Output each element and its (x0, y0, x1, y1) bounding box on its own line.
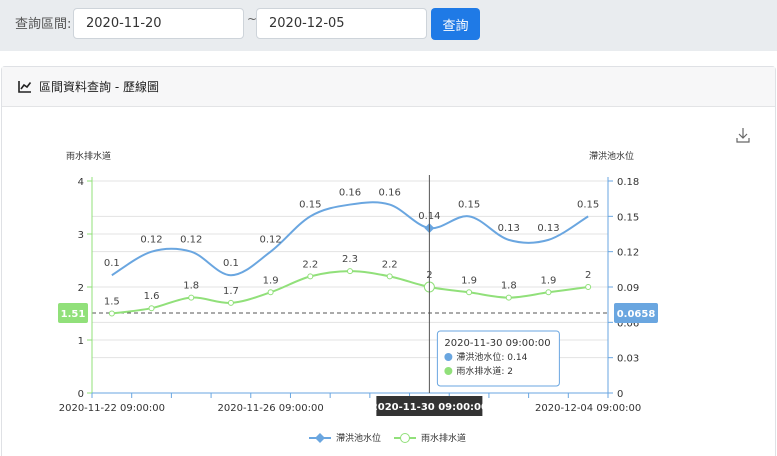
data-point (188, 294, 195, 301)
data-label: 1.9 (541, 275, 557, 286)
data-label: 0.13 (498, 223, 520, 234)
right-tick-label: 0 (617, 389, 623, 400)
axis-pointer-label: 2020-11-30 09:00:00 (371, 402, 488, 413)
legend-marker (315, 433, 325, 443)
data-label: 1.7 (223, 286, 239, 297)
data-label: 0.15 (577, 199, 599, 210)
left-tick-label: 0 (78, 389, 84, 400)
data-label: 0.12 (180, 235, 202, 246)
x-tick-label: 2020-11-26 09:00:00 (218, 403, 324, 414)
data-label: 1.6 (144, 291, 160, 302)
query-button[interactable]: 查詢 (431, 8, 480, 40)
end-date-input[interactable] (256, 8, 427, 39)
data-point (148, 305, 155, 312)
data-label: 2.2 (382, 259, 398, 270)
left-average-value: 1.51 (61, 309, 86, 320)
chart-card: 區間資料查詢 - 歷線圖 (1, 66, 776, 456)
left-axis-title: 雨水排水道 (66, 150, 111, 162)
data-point (267, 289, 274, 296)
tooltip-row: 雨水排水道: 2 (456, 365, 513, 377)
tooltip-title: 2020-11-30 09:00:00 (444, 338, 550, 349)
x-tick-label: 2020-12-04 09:00:00 (535, 403, 641, 414)
data-label: 0.15 (458, 199, 480, 210)
tooltip-box (436, 330, 560, 387)
right-tick-label: 0.06 (617, 318, 639, 329)
right-tick-label: 0.18 (617, 177, 639, 188)
right-axis-title: 滯洪池水位 (589, 150, 634, 162)
data-label: 0.1 (223, 258, 239, 269)
right-tick-label: 0.12 (617, 248, 639, 259)
data-label: 1.9 (461, 275, 477, 286)
data-point (466, 289, 473, 296)
card-title: 區間資料查詢 - 歷線圖 (39, 80, 159, 94)
data-point (108, 310, 115, 317)
legend-marker (400, 433, 410, 443)
data-point (307, 273, 314, 280)
series-line (111, 201, 589, 277)
start-date-input[interactable] (73, 8, 244, 39)
data-label: 0.1 (104, 258, 120, 269)
right-average-value: 0.0658 (617, 309, 656, 320)
right-average-badge (614, 302, 658, 323)
line-chart-icon (18, 81, 32, 93)
card-header: 區間資料查詢 - 歷線圖 (2, 67, 775, 107)
left-tick-label: 1 (78, 336, 84, 347)
axis-pointer-badge (376, 396, 483, 416)
legend-label: 滯洪池水位 (336, 432, 381, 444)
right-tick-label: 0.03 (617, 354, 639, 365)
data-label: 0.12 (259, 235, 281, 246)
right-tick-label: 0.09 (617, 283, 639, 294)
data-label: 0.15 (299, 199, 321, 210)
tooltip-marker (444, 367, 453, 375)
range-separator: ~ (247, 12, 258, 26)
data-label: 1.9 (263, 275, 279, 286)
data-label: 2 (585, 270, 591, 281)
left-tick-label: 4 (78, 177, 84, 188)
left-average-badge (58, 302, 88, 323)
right-tick-label: 0.15 (617, 212, 639, 223)
data-point (545, 289, 552, 296)
series-line (111, 270, 589, 315)
data-label: 2.3 (342, 254, 358, 265)
tooltip-marker (444, 353, 453, 361)
data-label: 1.8 (183, 281, 199, 292)
data-label: 0.16 (379, 188, 401, 199)
download-icon[interactable] (733, 125, 753, 145)
data-point (505, 294, 512, 301)
data-label: 0.12 (140, 235, 162, 246)
data-label: 1.5 (104, 297, 120, 308)
data-point (386, 273, 393, 280)
data-point (347, 268, 353, 275)
left-tick-label: 3 (78, 230, 84, 241)
left-tick-label: 2 (78, 283, 84, 294)
x-tick-label: 2020-11-22 09:00:00 (59, 403, 165, 414)
query-range-label: 查詢區間: (15, 17, 72, 32)
query-bar: 查詢區間: ~ 查詢 (0, 0, 777, 51)
data-point (585, 284, 592, 290)
data-label: 1.8 (501, 281, 517, 292)
data-label: 2.2 (302, 259, 318, 270)
legend-label: 雨水排水道 (421, 432, 466, 444)
data-label: 0.16 (339, 188, 361, 199)
data-label: 0.13 (537, 223, 559, 234)
data-point (227, 299, 234, 306)
tooltip-row: 滯洪池水位: 0.14 (456, 351, 527, 363)
